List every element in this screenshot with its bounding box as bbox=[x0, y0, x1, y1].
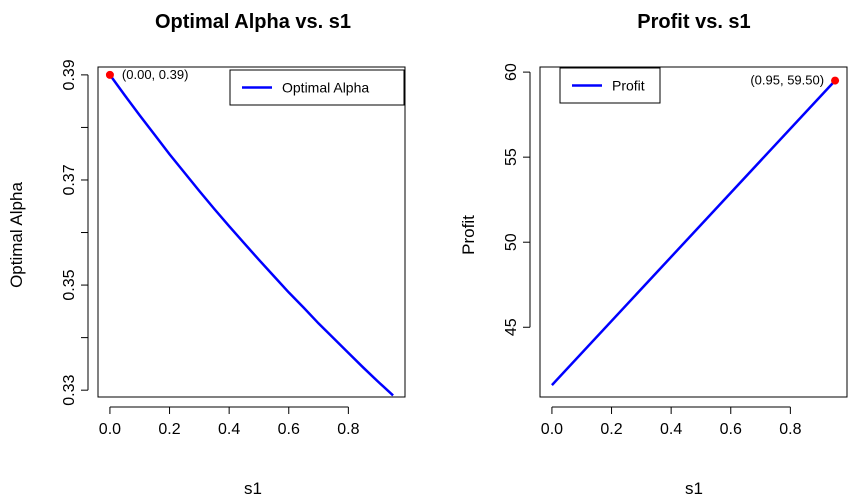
alpha-y-tick-label: 0.35 bbox=[61, 269, 78, 300]
profit-y-tick-label: 45 bbox=[503, 318, 520, 336]
alpha-chart-title: Optimal Alpha vs. s1 bbox=[155, 11, 351, 33]
alpha-x-tick-label: 0.8 bbox=[337, 421, 359, 438]
profit-y-tick-label: 60 bbox=[503, 63, 520, 81]
alpha-x-tick-label: 0.0 bbox=[99, 421, 121, 438]
profit-chart-ylabel: Profit bbox=[459, 215, 478, 255]
alpha-highlight-point bbox=[105, 70, 114, 79]
profit-x-tick-label: 0.2 bbox=[600, 421, 622, 438]
profit-legend-label: Profit bbox=[612, 78, 645, 94]
alpha-x-tick-label: 0.6 bbox=[278, 421, 300, 438]
alpha-x-tick-label: 0.2 bbox=[158, 421, 180, 438]
profit-x-tick-label: 0.4 bbox=[660, 421, 682, 438]
alpha-chart-plot-box bbox=[97, 66, 406, 398]
profit-x-tick-label: 0.0 bbox=[541, 421, 563, 438]
profit-chart-title: Profit vs. s1 bbox=[637, 11, 750, 33]
alpha-highlight-label: (0.00, 0.39) bbox=[122, 67, 189, 82]
alpha-x-tick-label: 0.4 bbox=[218, 421, 240, 438]
profit-highlight-label: (0.95, 59.50) bbox=[750, 73, 824, 88]
profit-y-tick-label: 50 bbox=[503, 233, 520, 251]
profit-chart-plot-box bbox=[539, 66, 848, 398]
alpha-y-tick-label: 0.39 bbox=[61, 59, 78, 90]
profit-chart-xlabel: s1 bbox=[685, 479, 703, 498]
profit-series-line bbox=[551, 79, 836, 386]
profit-x-tick-label: 0.6 bbox=[720, 421, 742, 438]
profit-highlight-point bbox=[831, 76, 840, 85]
alpha-chart-xlabel: s1 bbox=[244, 479, 262, 498]
alpha-chart-ylabel: Optimal Alpha bbox=[7, 182, 26, 288]
profit-y-tick-label: 55 bbox=[503, 148, 520, 166]
profit-x-tick-label: 0.8 bbox=[779, 421, 801, 438]
profit-chart-panel: Profit vs. s1 s1 Profit 0.0 0.2 0.4 0.6 0.8 4… bbox=[459, 11, 848, 498]
alpha-y-tick-label: 0.33 bbox=[61, 374, 78, 405]
alpha-chart-panel: Optimal Alpha vs. s1 s1 Optimal Alpha 0.… bbox=[7, 11, 406, 498]
alpha-series-line bbox=[108, 74, 394, 397]
alpha-y-tick-label: 0.37 bbox=[61, 164, 78, 195]
alpha-legend-label: Optimal Alpha bbox=[282, 80, 369, 96]
